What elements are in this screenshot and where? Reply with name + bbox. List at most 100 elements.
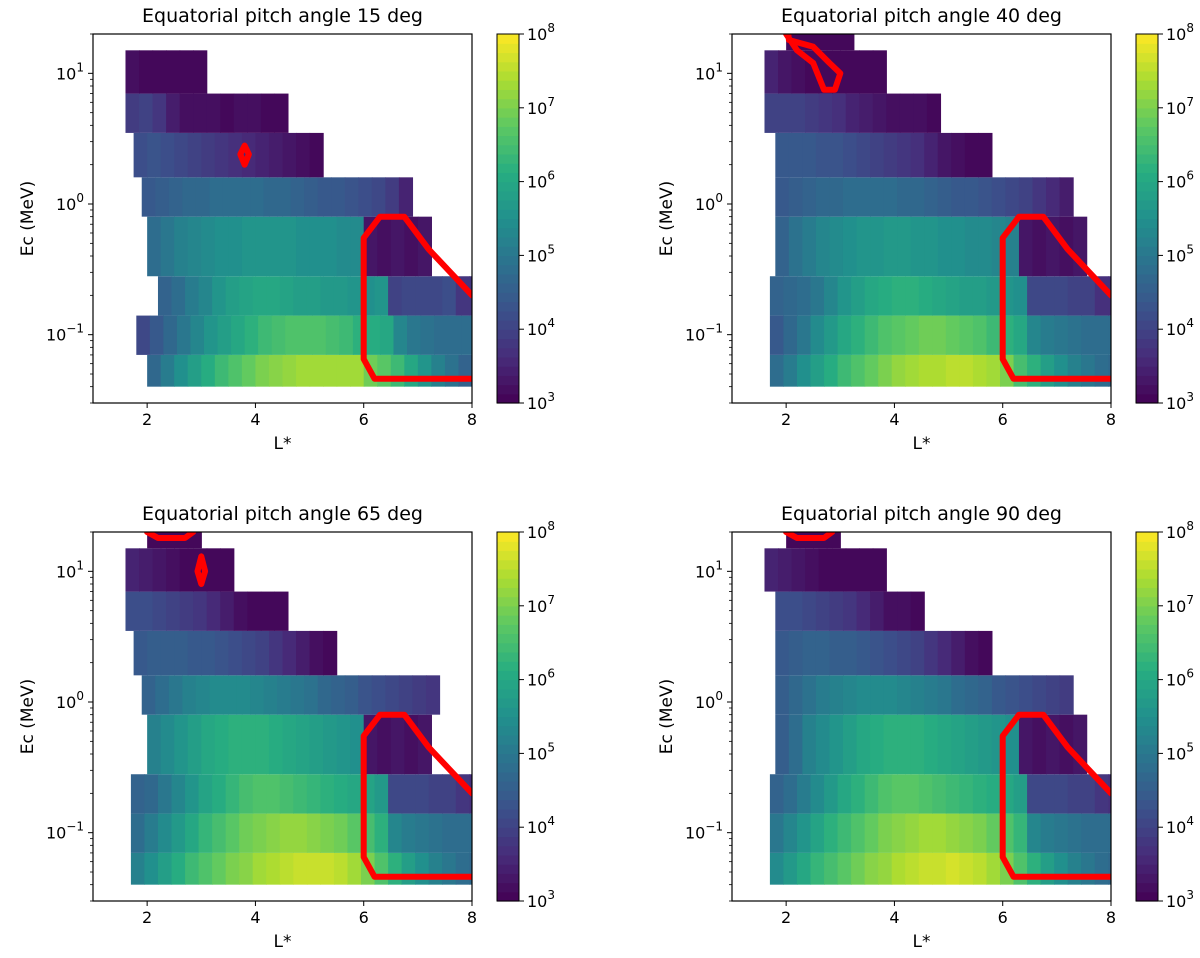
colorbar-segment [497,163,519,173]
colorbar-segment [497,753,519,764]
colorbar-segment [497,624,519,635]
colorbar-tick-label: 106 [527,169,555,192]
heatmap-cell [239,774,254,814]
heatmap-cell [401,813,416,853]
heatmap-cell [842,714,858,775]
y-tick-label: 10−1 [46,820,84,843]
colorbar-segment [497,541,519,552]
heatmap-cell [805,93,820,133]
colorbar-segment [1136,356,1158,367]
heatmap-cell [1054,774,1069,814]
heatmap-cell [802,675,817,715]
heatmap-cell [932,276,947,316]
heatmap-cell [171,852,186,885]
heatmap-cell [225,852,240,885]
heatmap-cell [388,852,403,885]
heatmap-cell [788,591,803,631]
heatmap-cell [255,714,270,775]
colorbar-segment [497,725,519,736]
heatmap-cell [1108,315,1111,355]
heatmap-cell [174,132,189,178]
chart-panel-1: 2 4 6 8 101 100 10−1 Equatorial pitch angle 15 … [18,5,555,454]
colorbar-segment [1136,578,1158,588]
y-tick-label: 100 [695,191,723,214]
colorbar-frame [1135,33,1159,404]
colorbar-segment [1136,107,1158,118]
y-tick-label: 100 [695,689,723,712]
x-tick-label: 2 [781,908,791,927]
heatmap-cell [374,774,389,814]
heatmap-cell [826,34,841,51]
heatmap-cell [279,852,294,885]
heatmap-cell [951,630,966,676]
colorbar-tick-label: 108 [1166,519,1194,542]
heatmap-cell [1054,276,1069,316]
heatmap-cell [883,132,898,178]
heatmap-cell [166,591,181,631]
heatmap-cell [304,177,319,217]
heatmap-cell [306,852,321,885]
heatmap-cell [778,548,793,592]
colorbar-segment [497,716,519,727]
heatmap-cell [344,675,359,715]
heatmap-cell [796,813,812,853]
colorbar-segment [1136,651,1158,662]
colorbar-segment [497,227,519,238]
heatmap-cell [802,591,817,631]
heatmap-cell [168,177,183,217]
heatmap-cell [926,93,942,133]
heatmap-cell [837,315,852,355]
heatmap-cell [1040,315,1055,355]
heatmap-cell [233,591,248,631]
colorbar-segment [1136,790,1158,801]
heatmap-cell [174,630,189,676]
colorbar-segment [497,707,519,718]
colorbar-segment [1136,670,1158,681]
heatmap-cell [401,774,416,814]
heatmap-cell [377,354,392,387]
heatmap-cell [201,630,216,676]
heatmap-cell [212,813,227,853]
heatmap-cell [187,132,202,178]
heatmap-cell [972,852,988,885]
heatmap-cell [431,354,446,387]
heatmap-cell [1094,354,1109,387]
heatmap-cell [187,714,202,775]
heatmap-cell [268,132,284,178]
heatmap-cell [870,714,885,775]
heatmap-cell [225,774,240,814]
colorbar-segment [497,264,519,275]
colorbar-segment [1136,246,1158,256]
heatmap-cell [296,630,311,676]
heatmap-cell [442,774,457,814]
heatmap-cell [905,354,920,387]
heatmap-cell [425,675,441,715]
heatmap-cell [344,177,359,217]
heatmap-cell [1081,774,1096,814]
heatmap-cell [306,774,321,814]
heatmap-cell [859,50,874,94]
heatmap-cell [296,354,311,387]
heatmap-cell [212,276,227,316]
colorbar-segment [497,633,519,644]
heatmap-cell [252,276,267,316]
colorbar-segment [1136,559,1158,570]
colorbar-segment [1136,587,1158,598]
colorbar-segment [497,781,519,791]
heatmap-cell [788,132,803,178]
heatmap-cell [193,591,208,631]
y-tick-label: 10−1 [685,820,723,843]
heatmap-cell [312,315,327,355]
heatmap-cell [778,50,793,94]
heatmap-cell [775,714,790,775]
colorbar-segment [1136,301,1158,312]
colorbar-frame [496,33,520,404]
heatmap-cell [986,354,1001,387]
heatmap-cell [851,813,866,853]
colorbar-tick-label: 108 [1166,21,1194,44]
heatmap-cell [212,774,227,814]
chart-panel-2: 2 4 6 8 101 100 10−1 Equatorial pitch angle 40 … [657,5,1194,454]
heatmap-cell [277,675,292,715]
heatmap-cell [932,315,947,355]
heatmap-cell [1067,852,1082,885]
